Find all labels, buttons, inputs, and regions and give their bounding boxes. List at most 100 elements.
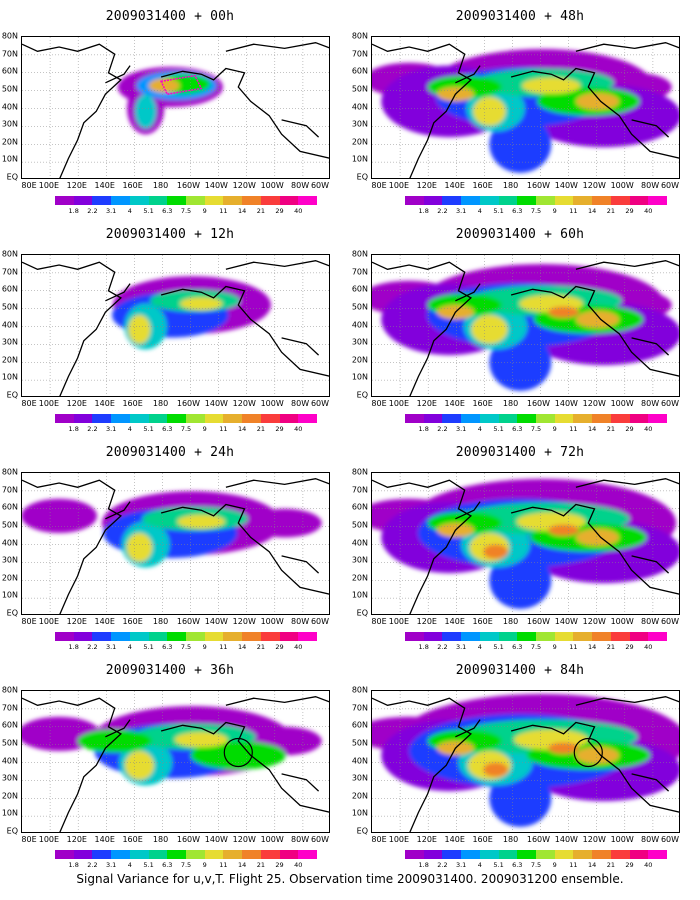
x-tick-label: 140E [444,835,465,844]
coastline [372,43,472,178]
colorbar-labels: 1.8 2.2 3.1 4 5.1 6.3 7.5 9 11 14 21 29 40 [55,425,317,435]
colorbar-swatch [242,850,261,859]
x-tick-label: 180 [152,181,169,190]
colorbar-swatch [461,850,480,859]
colorbar-swatch [573,196,593,205]
map-panel: 2009031400 + 72h 80N 70N 60N 50N 40N 30N 20N 10N… [350,436,700,658]
colorbar-label: 1.8 [418,207,429,215]
x-tick-label: 140W [554,835,578,844]
y-tick-label: 20N [351,137,368,147]
map-panel: 2009031400 + 84h 80N 70N 60N 50N 40N 30N 20N 10N… [350,654,700,876]
x-tick-label: 160E [122,399,143,408]
y-tick-label: 70N [351,703,368,713]
colorbar-swatch [592,850,611,859]
x-tick-label: 80W [291,617,310,626]
x-axis-labels: 80E 100E 120E 140E 160E 180 160W 140W 120W 100W 80… [371,181,680,193]
x-tick-label: 120E [416,181,437,190]
colorbar-label: 9 [552,643,557,651]
x-tick-label: 180 [502,181,519,190]
colorbar-label: 40 [644,425,653,433]
colorbar [55,196,318,205]
colorbar-swatch [279,414,299,423]
colorbar-swatch [423,850,443,859]
colorbar-label: 7.5 [180,207,192,215]
y-tick-label: EQ [6,172,18,182]
map-plot [21,36,330,179]
colorbar-swatch [498,850,518,859]
x-tick-label: 100W [260,399,284,408]
y-tick-label: 80N [1,249,18,259]
panel-title: 2009031400 + 36h [105,663,235,678]
y-tick-label: 10N [351,590,368,600]
colorbar-label: 2.2 [437,861,448,869]
colorbar-label: 21 [606,643,615,651]
variance-contour [575,746,620,764]
colorbar-label: 7.5 [530,207,542,215]
x-tick-label: 120E [416,399,437,408]
coastline [575,696,679,706]
y-tick-label: 40N [1,320,18,329]
map-plot [371,36,680,179]
colorbar-swatch [554,414,574,423]
colorbar-swatch [167,850,187,859]
colorbar-labels: 1.8 2.2 3.1 4 5.1 6.3 7.5 9 11 14 21 29 40 [55,207,317,217]
colorbar-swatch [223,632,243,641]
y-tick-label: 80N [351,249,368,259]
colorbar-swatch [260,414,280,423]
colorbar-label: 9 [202,425,207,433]
x-tick-label: 180 [152,617,169,626]
x-axis-labels: 80E 100E 120E 140E 160E 180 160W 140W 120W 100W 80… [21,399,330,411]
colorbar-label: 29 [275,207,284,215]
y-tick-label: 40N [351,538,368,547]
colorbar-swatch [111,850,130,859]
x-tick-label: 80W [641,835,660,844]
x-tick-label: 140W [554,181,578,190]
y-tick-label: 60N [1,502,18,512]
coastline [631,773,670,792]
colorbar-swatch [573,850,593,859]
colorbar-swatch [148,850,168,859]
coastline [455,501,481,520]
colorbar-label: 7.5 [530,425,542,433]
variance-contour [548,306,580,318]
colorbar-label: 3.1 [105,425,117,433]
colorbar-swatch [298,196,318,205]
x-tick-label: 140W [554,617,578,626]
colorbar-swatch [242,196,261,205]
coastline [105,65,131,84]
x-tick-label: 160W [176,181,201,190]
colorbar-swatch [55,850,74,859]
colorbar-swatch [55,196,74,205]
colorbar-label: 29 [625,861,634,869]
map-panel: 2009031400 + 60h 80N 70N 60N 50N 40N 30N 20N 10N… [350,218,700,440]
x-tick-label: 140W [204,399,228,408]
colorbar-swatch [186,632,205,641]
colorbar-labels: 1.8 2.2 3.1 4 5.1 6.3 7.5 9 11 14 21 29 40 [55,861,317,871]
colorbar-swatch [223,850,243,859]
colorbar-label: 9 [202,207,207,215]
x-tick-label: 60W [660,181,680,190]
colorbar-label: 2.2 [437,425,448,433]
colorbar-label: 40 [294,861,303,869]
coastline [455,719,481,738]
x-tick-label: 120W [582,181,606,190]
y-tick-label: 10N [351,154,368,164]
colorbar-swatch [610,196,630,205]
map-plot [21,254,330,397]
colorbar-swatch [536,196,555,205]
y-tick-label: 10N [1,372,18,382]
x-tick-label: 60W [310,181,330,190]
coastline [225,42,329,52]
coastline [575,478,679,488]
colorbar-label: 4 [127,425,132,433]
y-tick-label: 30N [351,119,368,129]
coastline [22,479,122,614]
coastline [455,65,481,84]
colorbar-label: 6.3 [512,425,523,433]
panel-title: 2009031400 + 84h [455,663,585,678]
colorbar-swatch [498,414,518,423]
colorbar-label: 6.3 [162,643,173,651]
colorbar-swatch [517,414,537,423]
x-tick-label: 140E [94,617,115,626]
colorbar-swatch [298,632,318,641]
